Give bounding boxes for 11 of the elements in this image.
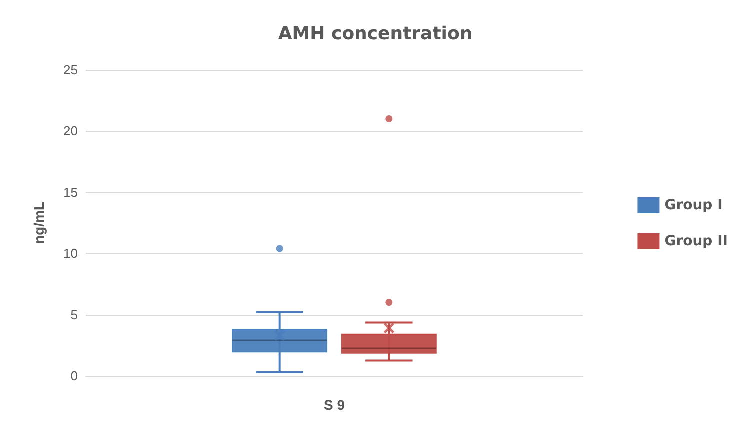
- chart-title: AMH concentration: [278, 24, 473, 44]
- y-tick-label: 5: [70, 307, 78, 322]
- y-axis-title: ng/mL: [31, 202, 47, 244]
- y-tick-label: 15: [64, 184, 78, 200]
- legend-label: Group II: [664, 234, 728, 250]
- x-tick-label: S 9: [324, 397, 346, 413]
- y-tick-label: 10: [64, 246, 78, 262]
- y-tick-label: 0: [70, 368, 78, 384]
- legend-label: Group I: [664, 198, 723, 214]
- y-tick-label: 20: [64, 124, 78, 139]
- y-tick-label: 25: [64, 62, 78, 78]
